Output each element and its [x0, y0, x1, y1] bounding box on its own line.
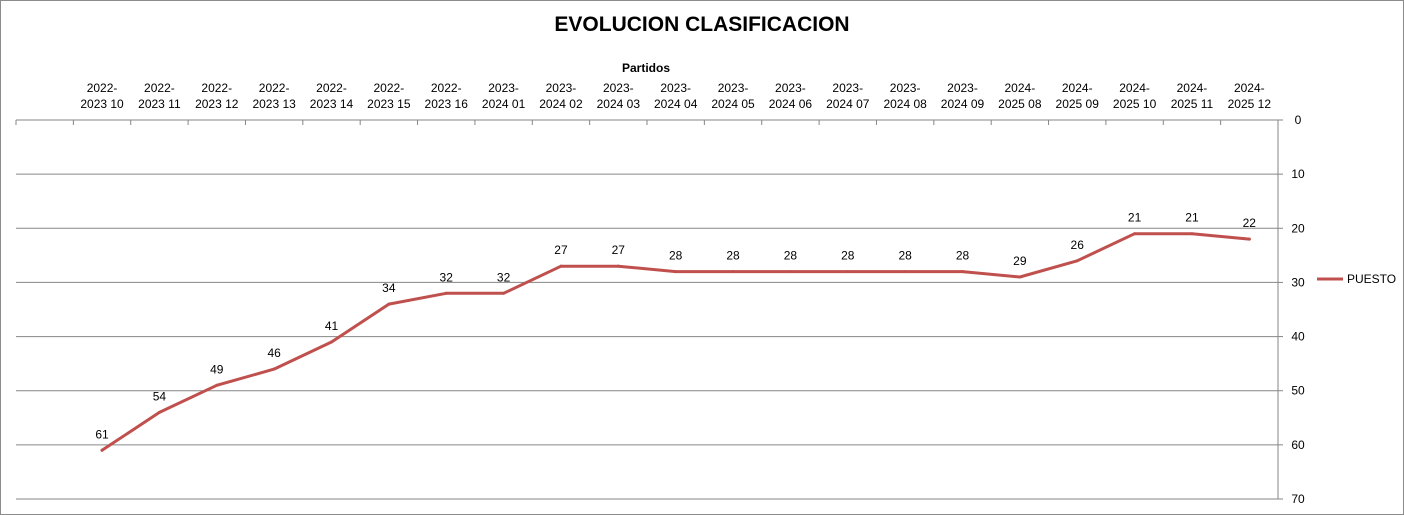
- y-tick-label: 60: [1291, 438, 1305, 452]
- x-tick-label-line1: 2024-: [1119, 81, 1150, 95]
- x-tick-label-line2: 2024 06: [769, 97, 813, 111]
- chart-title: EVOLUCION CLASIFICACION: [554, 13, 850, 36]
- data-label: 61: [95, 427, 109, 441]
- data-point: [387, 302, 391, 306]
- data-point: [1075, 259, 1079, 263]
- x-tick-label-line2: 2023 10: [80, 97, 124, 111]
- x-tick-label-line1: 2022-: [431, 81, 462, 95]
- x-tick-label-line2: 2024 04: [654, 97, 698, 111]
- data-point: [215, 383, 219, 387]
- x-tick-label-line1: 2022-: [316, 81, 347, 95]
- x-tick-label-line2: 2025 12: [1228, 97, 1272, 111]
- x-tick-label-line2: 2024 05: [711, 97, 755, 111]
- x-tick-label-line1: 2023-: [775, 81, 806, 95]
- x-tick-label-line1: 2022-: [259, 81, 290, 95]
- y-tick-label: 30: [1291, 275, 1305, 289]
- x-tick-label-line1: 2022-: [201, 81, 232, 95]
- y-tick-label: 20: [1291, 221, 1305, 235]
- data-point: [674, 270, 678, 274]
- data-label: 32: [440, 270, 454, 284]
- x-tick-label-line2: 2025 09: [1056, 97, 1100, 111]
- x-tick-label-line2: 2025 10: [1113, 97, 1157, 111]
- data-point: [502, 291, 506, 295]
- x-tick-label-line1: 2024-: [1234, 81, 1265, 95]
- x-tick-label-line2: 2024 09: [941, 97, 985, 111]
- x-tick-label-line2: 2023 16: [425, 97, 469, 111]
- data-point: [559, 264, 563, 268]
- y-tick-label: 50: [1291, 384, 1305, 398]
- x-tick-label-line2: 2023 13: [252, 97, 296, 111]
- x-tick-label-line1: 2024-: [1062, 81, 1093, 95]
- x-tick-label-line1: 2023-: [603, 81, 634, 95]
- data-label: 34: [382, 281, 396, 295]
- data-label: 29: [1013, 254, 1027, 268]
- x-tick-label-line1: 2023-: [947, 81, 978, 95]
- x-axis-title: Partidos: [621, 61, 670, 75]
- x-tick-label-line1: 2022-: [144, 81, 175, 95]
- x-tick-label-line2: 2025 08: [998, 97, 1042, 111]
- series-line-puesto: [100, 232, 1251, 452]
- data-point: [444, 291, 448, 295]
- x-tick-label-line1: 2023-: [832, 81, 863, 95]
- x-tick-label-line1: 2023-: [718, 81, 749, 95]
- y-tick-label: 0: [1295, 113, 1302, 127]
- legend-label-puesto: PUESTO: [1347, 272, 1396, 286]
- data-point: [330, 340, 333, 344]
- y-tick-label: 40: [1291, 330, 1305, 344]
- data-point: [1190, 232, 1194, 236]
- data-label: 27: [554, 243, 568, 257]
- data-point: [272, 367, 276, 371]
- data-point: [1018, 275, 1022, 279]
- data-label: 28: [956, 249, 970, 263]
- data-label: 27: [612, 243, 626, 257]
- data-point: [788, 270, 792, 274]
- data-point: [100, 448, 104, 452]
- x-tick-label-line2: 2024 01: [482, 97, 526, 111]
- data-label: 28: [669, 249, 683, 263]
- x-tick-label-line2: 2024 08: [883, 97, 927, 111]
- data-label: 54: [153, 389, 167, 403]
- x-tick-label-line1: 2023-: [488, 81, 519, 95]
- data-point: [961, 270, 964, 274]
- data-point: [1133, 232, 1137, 236]
- x-tick-label-line1: 2022-: [87, 81, 118, 95]
- data-label: 28: [784, 249, 798, 263]
- x-tick-label-line2: 2023 11: [138, 97, 181, 111]
- data-label: 22: [1243, 216, 1257, 230]
- data-label: 32: [497, 270, 511, 284]
- x-tick-label-line2: 2025 11: [1171, 97, 1214, 111]
- x-tick-label-line2: 2023 14: [310, 97, 354, 111]
- data-point: [846, 270, 850, 274]
- data-point: [1247, 237, 1251, 241]
- data-label: 21: [1128, 211, 1142, 225]
- data-label: 49: [210, 362, 224, 376]
- data-point: [157, 410, 161, 414]
- x-tick-label-line1: 2023-: [660, 81, 691, 95]
- x-tick-label-line1: 2024-: [1005, 81, 1036, 95]
- y-tick-label: 70: [1291, 492, 1305, 506]
- data-label: 21: [1185, 211, 1199, 225]
- x-tick-label-line1: 2024-: [1177, 81, 1208, 95]
- data-label: 28: [841, 249, 855, 263]
- x-tick-label-line1: 2023-: [890, 81, 921, 95]
- data-label: 28: [726, 249, 740, 263]
- x-tick-label-line1: 2022-: [374, 81, 405, 95]
- x-tick-label-line2: 2023 15: [367, 97, 411, 111]
- x-tick-label-line2: 2023 12: [195, 97, 239, 111]
- y-tick-label: 10: [1291, 167, 1305, 181]
- x-tick-label-line2: 2024 02: [539, 97, 583, 111]
- x-tick-label-line2: 2024 07: [826, 97, 870, 111]
- data-label: 26: [1071, 238, 1085, 252]
- x-tick-label-line2: 2024 03: [597, 97, 641, 111]
- data-label: 41: [325, 319, 339, 333]
- data-point: [731, 270, 735, 274]
- data-point: [616, 264, 620, 268]
- data-label: 28: [898, 249, 912, 263]
- x-tick-label-line1: 2023-: [546, 81, 577, 95]
- data-point: [903, 270, 907, 274]
- data-label: 46: [267, 346, 281, 360]
